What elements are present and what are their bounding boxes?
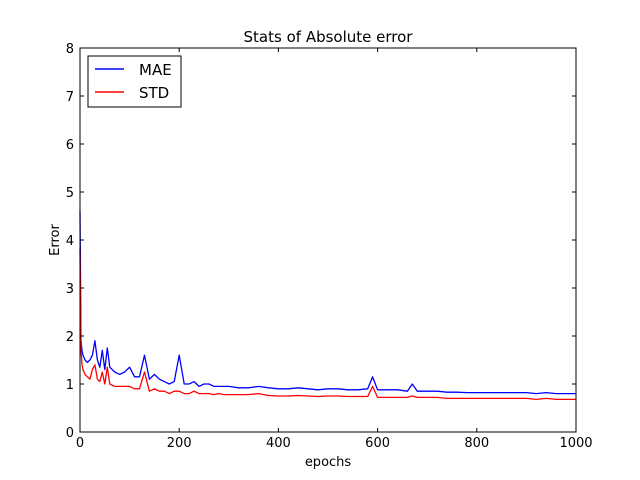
y-axis-label: Error xyxy=(48,224,63,256)
series-line-mae xyxy=(79,211,576,395)
y-tick-label: 0 xyxy=(66,426,74,441)
x-tick-label: 400 xyxy=(266,436,291,451)
series-layer xyxy=(79,211,576,401)
legend: MAE STD xyxy=(87,55,182,108)
x-axis-label: epochs xyxy=(305,455,352,470)
legend-label-mae: MAE xyxy=(139,61,172,79)
x-tick-label: 600 xyxy=(365,436,390,451)
y-tick-label: 2 xyxy=(66,330,74,345)
chart-title: Stats of Absolute error xyxy=(244,28,414,46)
legend-box xyxy=(87,55,182,108)
x-tick-label: 1000 xyxy=(559,436,592,451)
series-line-std xyxy=(79,249,576,401)
x-tick-label: 200 xyxy=(167,436,192,451)
y-tick-label: 6 xyxy=(66,138,74,153)
y-tick-label: 7 xyxy=(66,90,74,105)
x-tick-label: 0 xyxy=(76,436,84,451)
y-tick-label: 5 xyxy=(66,186,74,201)
y-tick-label: 8 xyxy=(66,42,74,57)
y-tick-label: 4 xyxy=(66,234,74,249)
legend-label-std: STD xyxy=(139,84,169,102)
y-tick-label: 1 xyxy=(66,378,74,393)
x-tick-label: 800 xyxy=(464,436,489,451)
ticks-layer: 0 200 400 600 800 1000 0 1 2 3 4 5 6 7 8 xyxy=(66,42,593,451)
y-tick-label: 3 xyxy=(66,282,74,297)
